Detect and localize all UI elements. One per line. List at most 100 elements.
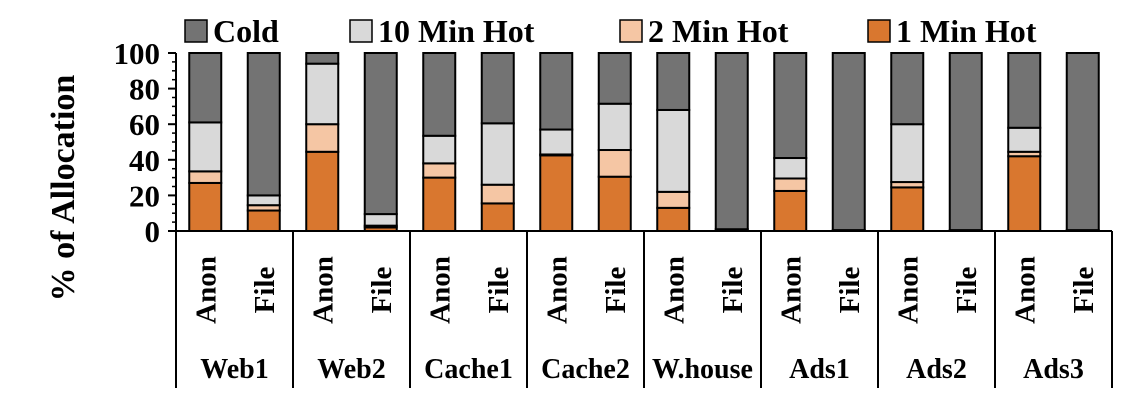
y-tick-label: 80 xyxy=(129,72,160,107)
legend-label: 10 Min Hot xyxy=(378,13,535,49)
y-tick-label: 60 xyxy=(129,107,160,142)
bar-segment-1-min-hot xyxy=(890,186,925,232)
legend-item-1: 10 Min Hot xyxy=(349,13,535,49)
x-tick-label: File xyxy=(1068,267,1100,314)
bar-segment-1-min-hot xyxy=(422,176,457,233)
bar-segment-2-min-hot xyxy=(480,183,515,205)
bar-segment-2-min-hot xyxy=(422,162,457,179)
y-axis-label: % of Allocation xyxy=(45,75,82,302)
bar-segment-2-min-hot xyxy=(305,123,340,153)
bar-segment-cold xyxy=(188,52,223,124)
legend-item-3: 1 Min Hot xyxy=(867,13,1037,49)
bar-segment-cold xyxy=(480,52,515,125)
bar-segment-2-min-hot xyxy=(656,190,691,209)
bar-stack xyxy=(1007,52,1042,233)
bar-segment-cold xyxy=(246,52,281,197)
bar-segment-10-min-hot xyxy=(656,108,691,193)
x-tick-label: Anon xyxy=(541,256,573,324)
bar-segment-2-min-hot xyxy=(597,149,632,178)
bar-segment-1-min-hot xyxy=(188,181,223,233)
bar-segment-cold xyxy=(422,52,457,137)
bar-segment-10-min-hot xyxy=(188,121,223,173)
bar-segment-10-min-hot xyxy=(890,123,925,184)
bar-stack xyxy=(714,52,749,233)
group-label: Ads2 xyxy=(906,354,967,385)
y-tick-label: 40 xyxy=(129,143,160,178)
bar-segment-10-min-hot xyxy=(773,157,808,180)
bar-stack xyxy=(422,52,457,233)
bar-segment-cold xyxy=(363,52,398,216)
legend-swatch xyxy=(619,19,643,43)
bar-segment-2-min-hot xyxy=(188,170,223,184)
bar-segment-cold xyxy=(773,52,808,160)
x-tick-label: File xyxy=(717,267,749,314)
legend-item-0: Cold xyxy=(184,13,279,49)
legend-label: 2 Min Hot xyxy=(648,13,789,49)
bar-stack xyxy=(831,52,866,233)
x-tick-label: File xyxy=(483,267,515,314)
x-tick-label: Anon xyxy=(307,256,339,324)
legend-swatch xyxy=(349,19,373,43)
bar-segment-cold xyxy=(948,52,983,232)
bar-segment-cold xyxy=(539,52,574,131)
x-tick-label: Anon xyxy=(892,256,924,324)
bar-segment-cold xyxy=(831,52,866,232)
legend-label: 1 Min Hot xyxy=(896,13,1037,49)
bar-stack xyxy=(948,52,983,233)
bar-segment-10-min-hot xyxy=(597,102,632,152)
x-tick-label: Anon xyxy=(775,256,807,324)
bar-stack xyxy=(597,52,632,233)
group-label: W.house xyxy=(652,354,753,385)
bar-segment-10-min-hot xyxy=(539,128,574,156)
bar-segment-cold xyxy=(656,52,691,111)
bar-segment-cold xyxy=(714,52,749,231)
legend-label: Cold xyxy=(213,13,279,49)
legend-item-2: 2 Min Hot xyxy=(619,13,789,49)
bar-stack xyxy=(363,52,398,233)
bar-stack xyxy=(773,52,808,232)
y-tick-label: 0 xyxy=(145,214,161,249)
group-label: Web1 xyxy=(200,354,268,385)
bar-segment-1-min-hot xyxy=(773,189,808,232)
group-label: Web2 xyxy=(317,354,385,385)
group-label: Cache2 xyxy=(541,354,630,385)
x-tick-label: Anon xyxy=(658,256,690,324)
legend-swatch xyxy=(867,19,891,43)
group-label: Cache1 xyxy=(424,354,513,385)
x-tick-label: File xyxy=(951,267,983,314)
legend-swatch xyxy=(184,19,208,43)
x-tick-label: Anon xyxy=(190,256,222,324)
bar-segment-1-min-hot xyxy=(1007,155,1042,233)
bar-stack xyxy=(480,52,515,233)
bar-segment-cold xyxy=(1065,52,1100,232)
bar-segment-10-min-hot xyxy=(305,62,340,126)
x-tick-label: Anon xyxy=(1009,256,1041,324)
x-tick-label: File xyxy=(834,267,866,314)
bar-segment-10-min-hot xyxy=(1007,126,1042,153)
y-tick-label: 100 xyxy=(114,36,161,71)
y-tick-label: 20 xyxy=(129,178,160,213)
bar-layer xyxy=(188,52,1100,233)
bar-stack xyxy=(656,52,691,232)
bar-segment-10-min-hot xyxy=(480,122,515,186)
bar-segment-1-min-hot xyxy=(480,202,515,233)
bar-segment-10-min-hot xyxy=(422,134,457,165)
bar-segment-cold xyxy=(305,52,340,65)
chart-legend: Cold 10 Min Hot 2 Min Hot 1 Min Hot xyxy=(184,13,1037,49)
bar-segment-1-min-hot xyxy=(597,175,632,233)
bar-stack xyxy=(890,52,925,232)
bar-segment-1-min-hot xyxy=(305,150,340,232)
x-tick-label: File xyxy=(600,267,632,314)
bar-segment-10-min-hot xyxy=(246,194,281,207)
bar-segment-cold xyxy=(597,52,632,105)
bar-stack xyxy=(188,52,223,233)
bar-segment-cold xyxy=(890,52,925,126)
bar-stack xyxy=(246,52,281,232)
bar-stack xyxy=(305,52,340,232)
bar-segment-1-min-hot xyxy=(539,154,574,233)
bar-segment-2-min-hot xyxy=(773,177,808,192)
bar-stack xyxy=(539,52,574,233)
bar-segment-cold xyxy=(1007,52,1042,129)
x-tick-label: Anon xyxy=(424,256,456,324)
